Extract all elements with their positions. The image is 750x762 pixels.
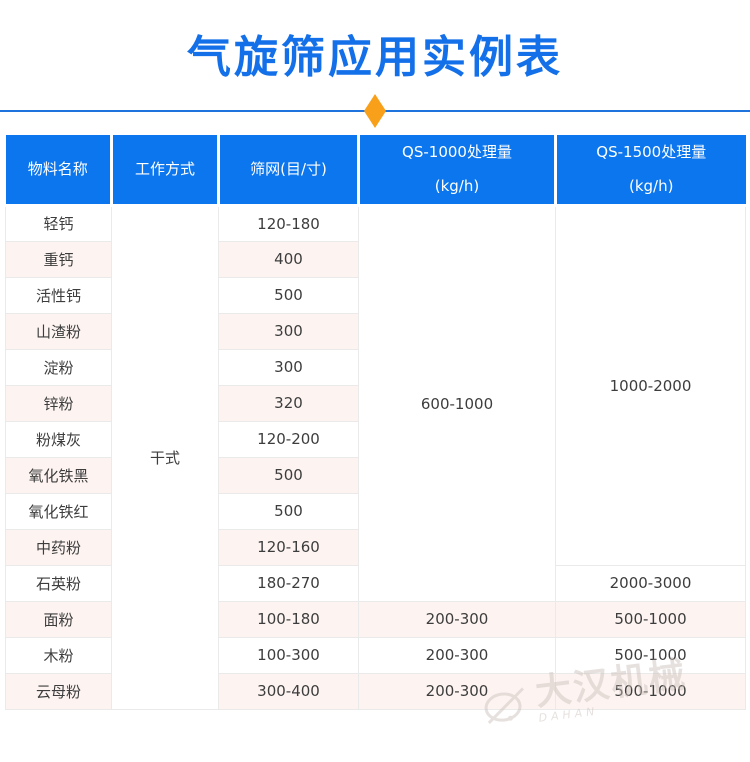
- header-work-mode-label: 工作方式: [134, 160, 195, 179]
- mesh-cell: 180-270: [218, 564, 359, 602]
- mesh-cell: 400: [218, 240, 359, 278]
- table-row: 氧化铁黑 500: [5, 456, 746, 494]
- table-row: 锌粉 320: [5, 384, 746, 422]
- page-title: 气旋筛应用实例表: [187, 32, 563, 83]
- mesh-cell: 120-160: [218, 528, 359, 566]
- material-cell: 轻钙: [5, 204, 112, 242]
- header-qs1500-line2: (kg/h): [629, 177, 674, 196]
- material-cell: 重钙: [5, 240, 112, 278]
- material-cell: 云母粉: [5, 672, 112, 710]
- material-cell: 粉煤灰: [5, 420, 112, 458]
- material-cell: 中药粉: [5, 528, 112, 566]
- table-row: 粉煤灰 120-200: [5, 420, 746, 458]
- mesh-cell: 300-400: [218, 672, 359, 710]
- header-qs1000-line2: (kg/h): [434, 177, 480, 196]
- qs1500-cell: 1000-2000: [555, 204, 746, 566]
- mesh-cell: 500: [218, 456, 359, 494]
- mesh-cell: 100-180: [218, 600, 359, 638]
- mesh-cell: 100-300: [218, 636, 359, 674]
- header-work-mode: 工作方式: [110, 135, 219, 207]
- qs1500-cell: 2000-3000: [555, 564, 746, 602]
- diamond-icon: [364, 94, 386, 128]
- material-cell: 氧化铁红: [5, 492, 112, 530]
- qs1000-cell: 600-1000: [358, 204, 556, 602]
- header-material-label: 物料名称: [27, 160, 88, 179]
- material-cell: 淀粉: [5, 348, 112, 386]
- table-row: 石英粉 180-270 2000-3000: [5, 564, 746, 602]
- mesh-cell: 300: [218, 312, 359, 350]
- material-cell: 锌粉: [5, 384, 112, 422]
- material-cell: 面粉: [5, 600, 112, 638]
- mesh-cell: 500: [218, 492, 359, 530]
- qs1500-cell: 500-1000: [555, 636, 746, 674]
- table-row: 重钙 400: [5, 240, 746, 278]
- material-cell: 石英粉: [5, 564, 112, 602]
- table-row: 淀粉 300: [5, 348, 746, 386]
- qs1500-cell: 500-1000: [555, 672, 746, 710]
- mesh-cell: 320: [218, 384, 359, 422]
- table-row: 面粉 100-180 200-300 500-1000: [5, 600, 746, 638]
- table-row: 氧化铁红 500: [5, 492, 746, 530]
- table-row: 山渣粉 300: [5, 312, 746, 350]
- material-cell: 木粉: [5, 636, 112, 674]
- mesh-cell: 300: [218, 348, 359, 386]
- header-mesh: 筛网(目/寸): [217, 135, 359, 207]
- header-material: 物料名称: [5, 135, 112, 207]
- mesh-cell: 120-180: [218, 204, 359, 242]
- header-qs1000-line1: QS-1000处理量: [402, 143, 512, 162]
- header-qs1500-line1: QS-1500处理量: [596, 143, 707, 162]
- qs1000-cell: 200-300: [358, 636, 556, 674]
- material-cell: 山渣粉: [5, 312, 112, 350]
- table-row: 轻钙 干式 120-180 600-1000 1000-2000: [5, 204, 746, 710]
- header-qs1500: QS-1500处理量 (kg/h): [554, 135, 746, 207]
- divider-line: [0, 94, 750, 128]
- material-cell: 活性钙: [5, 276, 112, 314]
- qs1000-cell: 200-300: [358, 600, 556, 638]
- qs1000-cell: 200-300: [358, 672, 556, 710]
- application-table: 物料名称 工作方式 筛网(目/寸) QS-1000处理量 (kg/h) QS-1…: [5, 135, 746, 710]
- material-cell: 氧化铁黑: [5, 456, 112, 494]
- header-row: 物料名称 工作方式 筛网(目/寸) QS-1000处理量 (kg/h) QS-1…: [5, 135, 746, 207]
- header-mesh-label: 筛网(目/寸): [250, 160, 327, 179]
- table-row: 活性钙 500: [5, 276, 746, 314]
- table-row: 木粉 100-300 200-300 500-1000: [5, 636, 746, 674]
- qs1500-cell: 500-1000: [555, 600, 746, 638]
- header-qs1000: QS-1000处理量 (kg/h): [357, 135, 556, 207]
- table-row: 云母粉 300-400 200-300 500-1000: [5, 672, 746, 710]
- mesh-cell: 120-200: [218, 420, 359, 458]
- work-mode-cell: 干式: [111, 204, 219, 710]
- application-table-wrap: 物料名称 工作方式 筛网(目/寸) QS-1000处理量 (kg/h) QS-1…: [5, 135, 746, 710]
- mesh-cell: 500: [218, 276, 359, 314]
